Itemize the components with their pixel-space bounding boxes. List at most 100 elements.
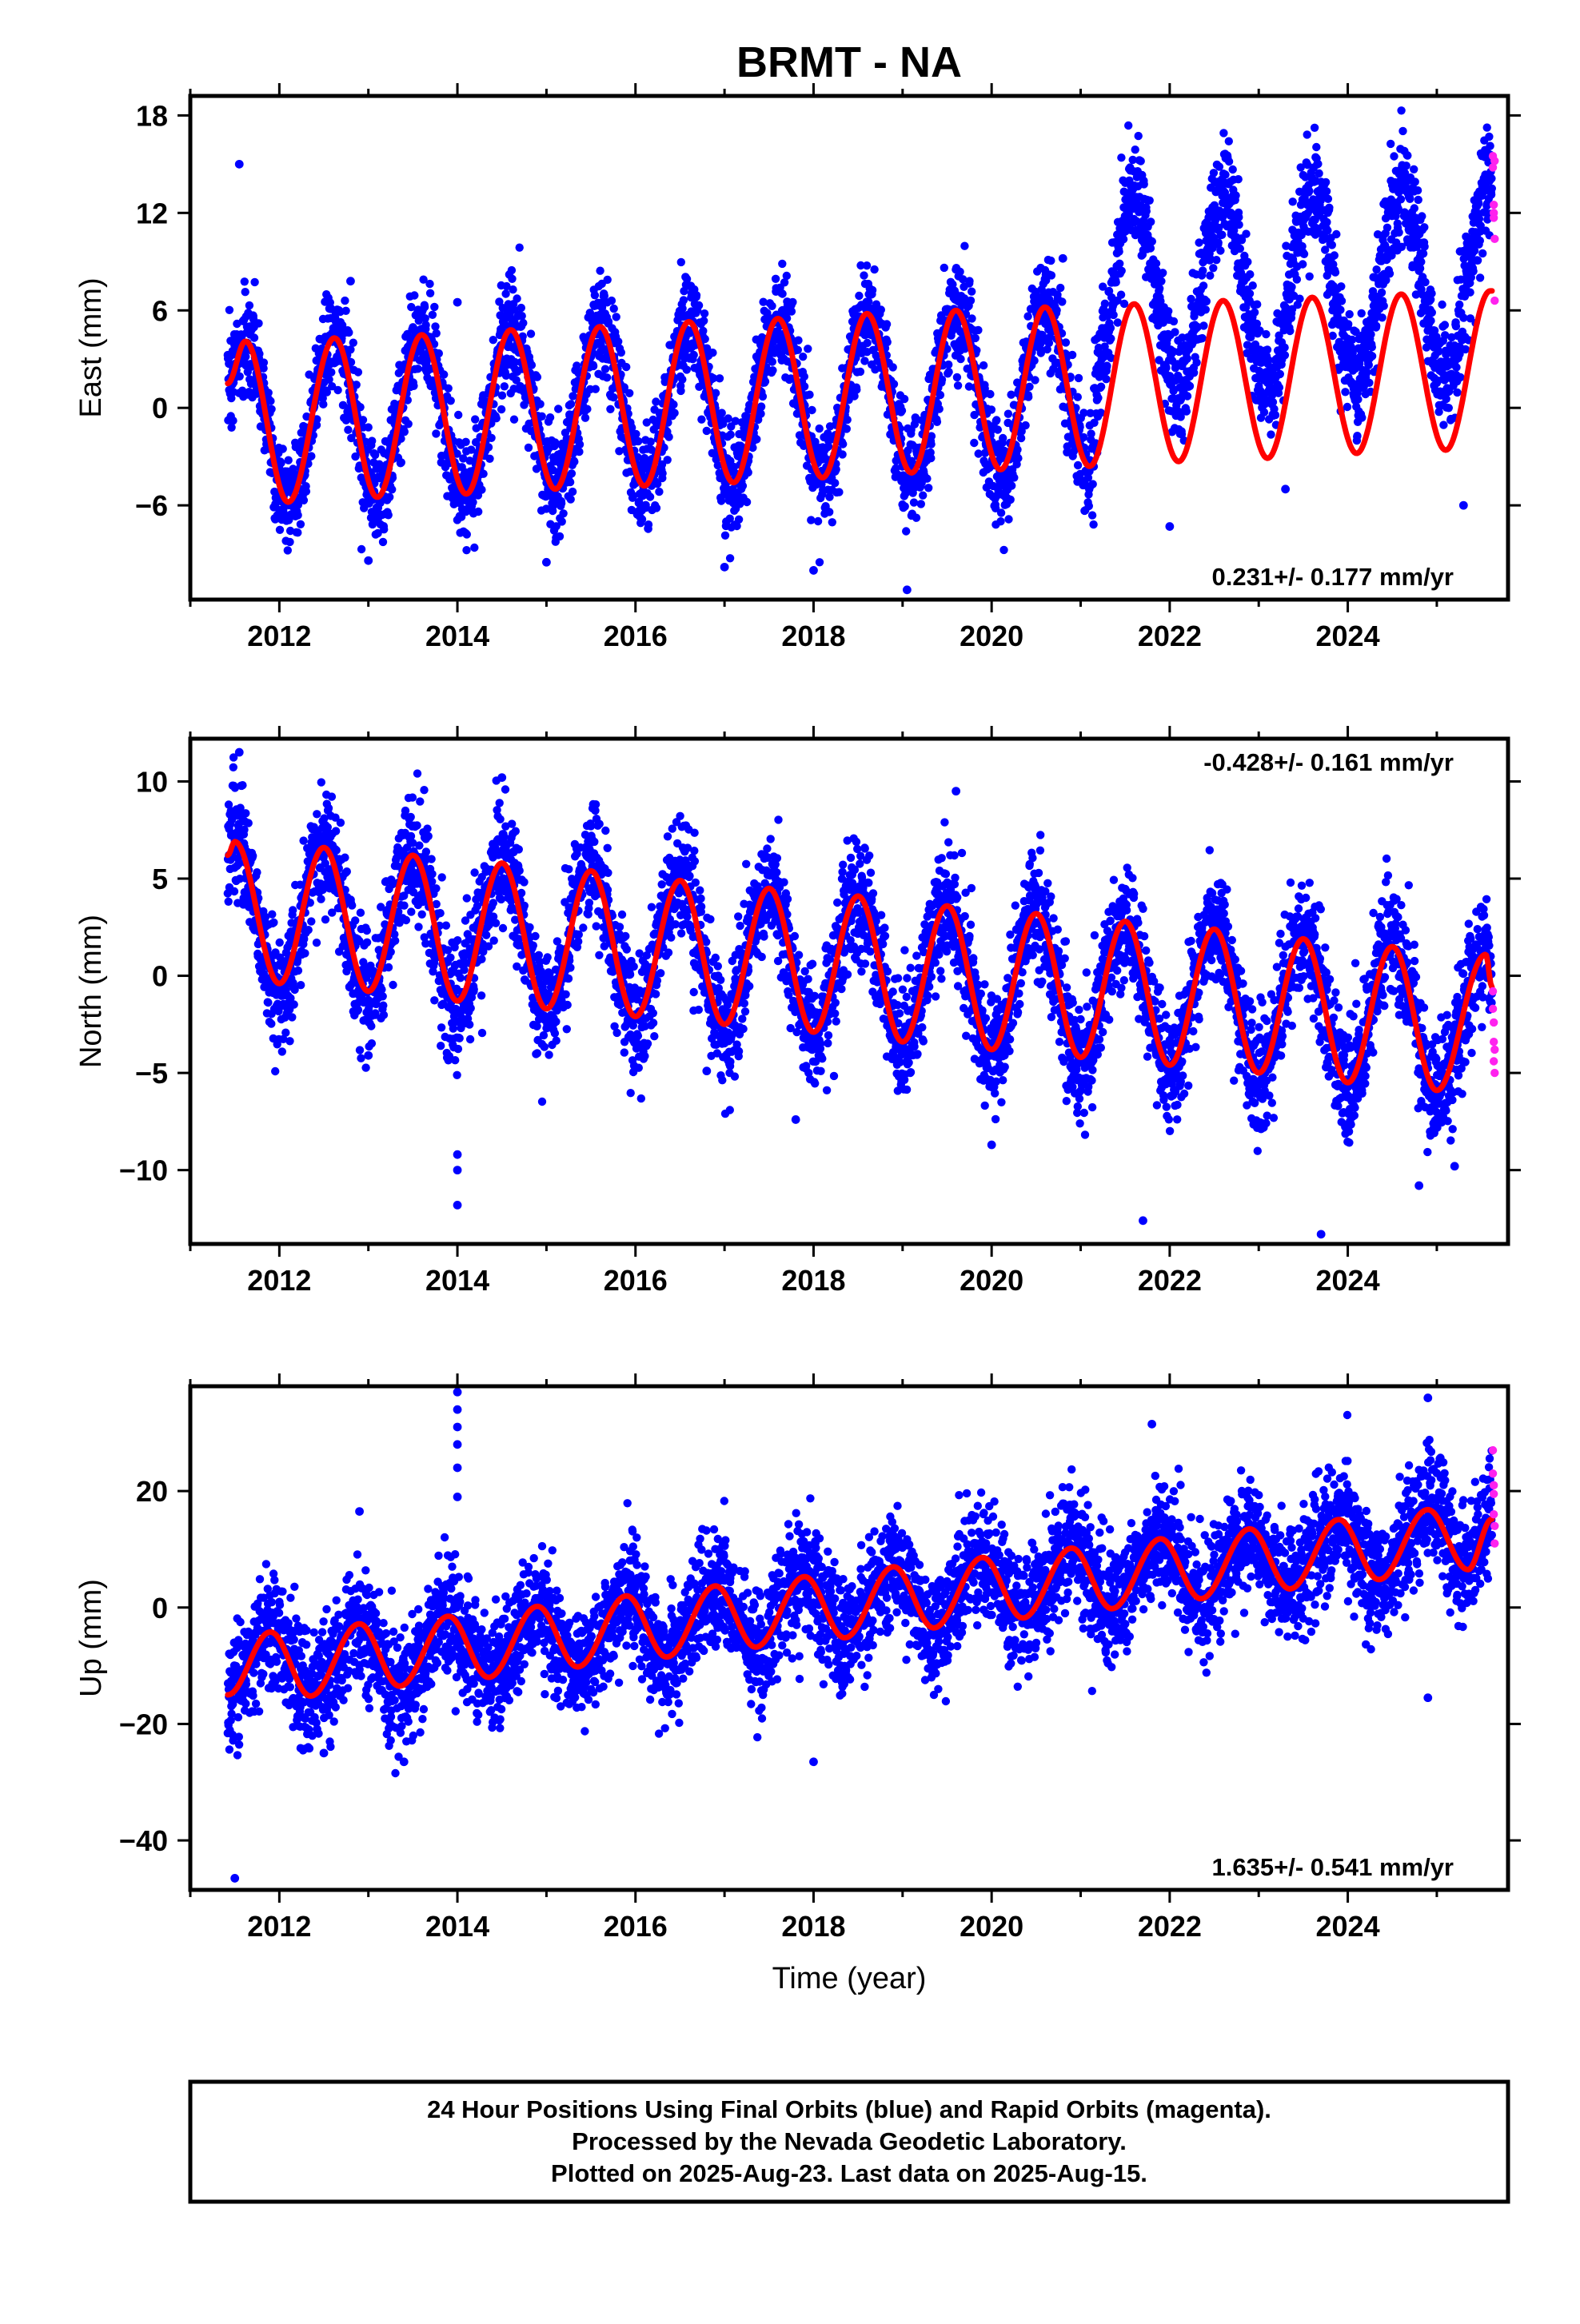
east-point <box>868 286 876 294</box>
east-point <box>960 242 968 250</box>
east-x-tick-label: 2024 <box>1316 620 1380 652</box>
east-point <box>341 307 349 315</box>
east-point <box>489 336 497 344</box>
east-point <box>345 329 353 337</box>
east-point <box>794 337 802 345</box>
east-point <box>843 425 851 433</box>
east-point <box>1155 285 1163 293</box>
east-point <box>576 440 584 448</box>
east-point <box>1300 250 1308 258</box>
east-point <box>927 440 935 448</box>
east-point <box>1088 511 1096 519</box>
east-point <box>860 357 868 365</box>
east-point <box>276 526 284 534</box>
east-point <box>772 275 780 283</box>
east-point <box>1397 195 1405 203</box>
east-point <box>967 297 975 305</box>
east-point <box>794 346 802 354</box>
east-point <box>241 277 249 285</box>
east-point <box>924 484 932 492</box>
east-point <box>752 435 760 443</box>
east-point <box>744 468 752 476</box>
east-point <box>519 319 527 327</box>
east-point <box>285 456 293 464</box>
east-point <box>692 291 700 299</box>
east-point <box>525 444 533 452</box>
east-point <box>1402 161 1410 169</box>
east-point <box>518 312 526 320</box>
east-point <box>1281 351 1289 359</box>
east-outlier-point <box>542 558 551 567</box>
east-x-tick-label: 2022 <box>1138 620 1202 652</box>
east-point <box>1171 328 1179 336</box>
east-point <box>726 554 734 562</box>
east-point <box>1368 343 1376 351</box>
east-point <box>1094 394 1102 402</box>
east-point <box>567 495 575 503</box>
east-point <box>1487 174 1495 182</box>
east-point <box>1414 186 1422 194</box>
east-point <box>1117 153 1125 161</box>
east-point <box>968 288 976 296</box>
east-point <box>610 305 618 313</box>
east-point <box>1331 251 1339 259</box>
east-point <box>1485 133 1493 141</box>
east-rapid-point <box>1490 157 1498 165</box>
east-point <box>559 509 567 517</box>
east-point <box>944 361 952 369</box>
east-point <box>953 373 961 381</box>
east-point <box>910 498 918 506</box>
east-point <box>1115 248 1123 256</box>
east-point <box>566 478 574 486</box>
east-point <box>1323 226 1331 234</box>
east-point <box>1143 207 1151 215</box>
east-point <box>1476 237 1484 245</box>
east-point <box>1216 246 1224 254</box>
east-point <box>508 275 516 283</box>
east-point <box>1215 238 1223 246</box>
east-point <box>433 329 441 337</box>
east-point <box>1306 273 1314 281</box>
east-point <box>421 321 429 329</box>
east-point <box>285 538 293 546</box>
east-point <box>1030 357 1038 365</box>
east-point <box>1455 301 1463 309</box>
east-point <box>1398 127 1406 135</box>
east-y-tick-label: 18 <box>136 99 168 132</box>
east-point <box>1303 130 1311 138</box>
east-point <box>901 502 909 510</box>
east-point <box>1004 515 1012 523</box>
east-point <box>1192 358 1200 366</box>
east-point <box>385 493 393 501</box>
east-point <box>1089 520 1097 528</box>
east-point <box>380 525 388 533</box>
east-point <box>898 407 906 415</box>
east-point <box>454 411 462 419</box>
east-point <box>1287 283 1295 291</box>
east-point <box>1235 175 1243 183</box>
east-point <box>1235 221 1243 229</box>
east-point <box>1336 305 1344 313</box>
east-point <box>1087 429 1095 437</box>
east-point <box>1052 306 1060 314</box>
east-point <box>1378 313 1386 321</box>
east-point <box>1483 123 1491 131</box>
east-point <box>302 488 310 496</box>
east-point <box>1135 132 1143 140</box>
east-point <box>1372 322 1380 330</box>
east-rate-annotation: 0.231+/- 0.177 mm/yr <box>1212 563 1454 591</box>
east-point <box>1280 344 1288 352</box>
east-point <box>1056 284 1064 292</box>
east-point <box>1231 191 1239 199</box>
east-point <box>701 335 709 343</box>
east-point <box>510 416 518 424</box>
east-point <box>670 409 678 417</box>
east-point <box>432 429 440 437</box>
east-outlier-point <box>346 277 355 285</box>
east-point <box>327 369 335 377</box>
east-point <box>410 291 418 299</box>
east-point <box>1225 138 1233 145</box>
east-point <box>497 405 505 413</box>
east-point <box>1199 321 1207 329</box>
